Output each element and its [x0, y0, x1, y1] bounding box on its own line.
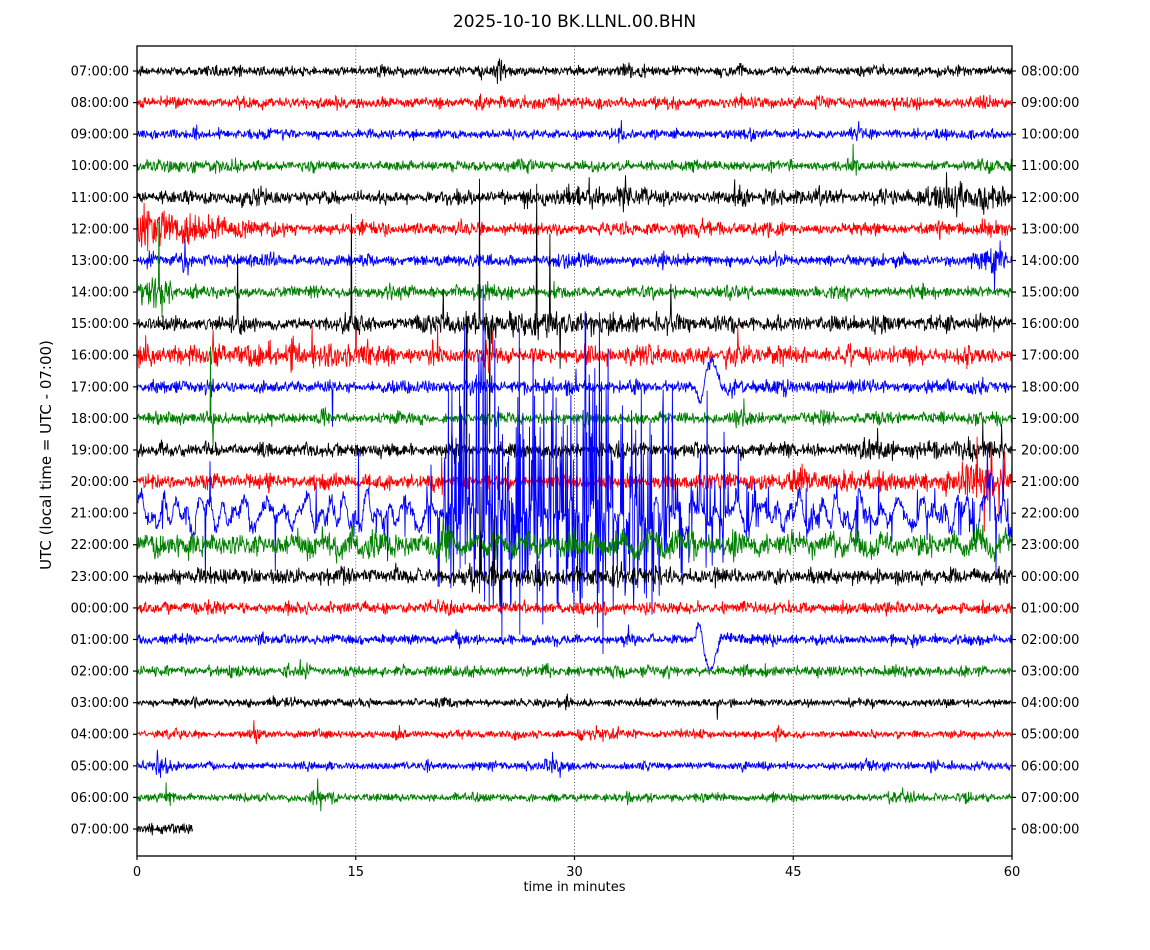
local-time-label: 16:00:00	[1021, 317, 1079, 332]
utc-time-label: 12:00:00	[71, 222, 129, 237]
local-time-label: 19:00:00	[1021, 412, 1079, 427]
utc-time-label: 19:00:00	[71, 443, 129, 458]
utc-time-label: 21:00:00	[71, 507, 129, 522]
trace-04:00:00	[137, 720, 1012, 745]
utc-time-label: 22:00:00	[71, 538, 129, 553]
trace-07:00:00	[137, 58, 1012, 85]
trace-07:00:00	[137, 822, 194, 836]
local-time-label: 12:00:00	[1021, 191, 1079, 206]
local-time-label: 09:00:00	[1021, 96, 1079, 111]
trace-16:00:00	[137, 325, 1012, 374]
trace-11:00:00	[137, 172, 1012, 218]
trace-20:00:00	[137, 436, 1012, 532]
local-time-label: 08:00:00	[1021, 822, 1079, 837]
local-time-label: 18:00:00	[1021, 380, 1079, 395]
local-time-label: 02:00:00	[1021, 633, 1079, 648]
utc-time-label: 09:00:00	[71, 128, 129, 143]
utc-time-label: 16:00:00	[71, 349, 129, 364]
x-tick-label: 30	[566, 865, 583, 880]
local-time-label: 07:00:00	[1021, 791, 1079, 806]
utc-time-label: 11:00:00	[71, 191, 129, 206]
trace-09:00:00	[137, 120, 1012, 144]
local-time-label: 21:00:00	[1021, 475, 1079, 490]
x-axis-label: time in minutes	[523, 880, 626, 895]
local-time-label: 15:00:00	[1021, 286, 1079, 301]
trace-00:00:00	[137, 599, 1012, 617]
local-time-label: 17:00:00	[1021, 349, 1079, 364]
chart-title: 2025-10-10 BK.LLNL.00.BHN	[452, 12, 697, 32]
utc-time-label: 20:00:00	[71, 475, 129, 490]
local-time-label: 01:00:00	[1021, 601, 1079, 616]
x-tick-label: 60	[1004, 865, 1021, 880]
utc-time-label: 00:00:00	[71, 601, 129, 616]
local-time-label: 22:00:00	[1021, 507, 1079, 522]
utc-time-label: 14:00:00	[71, 286, 129, 301]
x-tick-label: 0	[133, 865, 141, 880]
x-tick-label: 15	[347, 865, 364, 880]
local-time-label: 23:00:00	[1021, 538, 1079, 553]
local-time-label: 11:00:00	[1021, 159, 1079, 174]
trace-12:00:00	[137, 202, 1012, 252]
local-time-label: 00:00:00	[1021, 570, 1079, 585]
trace-05:00:00	[137, 749, 1012, 778]
utc-time-label: 07:00:00	[71, 65, 129, 80]
trace-18:00:00	[137, 346, 1012, 447]
utc-time-label: 17:00:00	[71, 380, 129, 395]
utc-time-label: 13:00:00	[71, 254, 129, 269]
utc-time-label: 03:00:00	[71, 696, 129, 711]
x-tick-label: 45	[785, 865, 802, 880]
trace-15:00:00	[137, 178, 1012, 484]
trace-23:00:00	[137, 486, 1012, 607]
local-time-label: 08:00:00	[1021, 65, 1079, 80]
trace-21:00:00	[137, 285, 1012, 654]
trace-10:00:00	[137, 143, 1012, 176]
utc-time-label: 06:00:00	[71, 791, 129, 806]
utc-time-label: 05:00:00	[71, 759, 129, 774]
local-time-label: 03:00:00	[1021, 665, 1079, 680]
local-time-label: 10:00:00	[1021, 128, 1079, 143]
utc-time-label: 04:00:00	[71, 728, 129, 743]
utc-time-label: 10:00:00	[71, 159, 129, 174]
trace-06:00:00	[137, 778, 1012, 812]
local-time-label: 14:00:00	[1021, 254, 1079, 269]
utc-time-label: 02:00:00	[71, 665, 129, 680]
trace-22:00:00	[137, 516, 1012, 564]
trace-17:00:00	[137, 355, 1012, 427]
trace-13:00:00	[137, 238, 1012, 291]
trace-03:00:00	[137, 693, 1012, 720]
local-time-label: 05:00:00	[1021, 728, 1079, 743]
utc-time-label: 15:00:00	[71, 317, 129, 332]
utc-time-label: 01:00:00	[71, 633, 129, 648]
local-time-label: 20:00:00	[1021, 443, 1079, 458]
utc-time-label: 18:00:00	[71, 412, 129, 427]
local-time-label: 06:00:00	[1021, 759, 1079, 774]
utc-time-label: 23:00:00	[71, 570, 129, 585]
trace-02:00:00	[137, 659, 1012, 680]
utc-time-label: 08:00:00	[71, 96, 129, 111]
trace-14:00:00	[137, 222, 1012, 318]
local-time-label: 04:00:00	[1021, 696, 1079, 711]
trace-08:00:00	[137, 93, 1012, 111]
trace-01:00:00	[137, 621, 1012, 672]
trace-19:00:00	[137, 421, 1012, 473]
utc-time-label: 07:00:00	[71, 822, 129, 837]
local-time-label: 13:00:00	[1021, 222, 1079, 237]
